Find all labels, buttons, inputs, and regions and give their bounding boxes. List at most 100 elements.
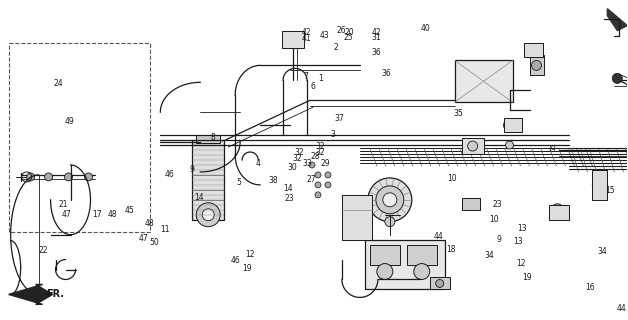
Text: 34: 34 bbox=[597, 247, 607, 256]
Text: 46: 46 bbox=[165, 170, 175, 179]
Text: 25: 25 bbox=[344, 33, 354, 42]
Text: 16: 16 bbox=[585, 283, 595, 292]
Circle shape bbox=[202, 209, 214, 221]
Text: 15: 15 bbox=[605, 186, 615, 195]
Text: 38: 38 bbox=[268, 176, 278, 185]
Bar bbox=[365, 240, 445, 289]
Text: 37: 37 bbox=[334, 114, 344, 123]
Text: 22: 22 bbox=[38, 246, 48, 255]
Circle shape bbox=[315, 172, 321, 178]
Polygon shape bbox=[607, 9, 627, 31]
Bar bbox=[455, 60, 512, 102]
Circle shape bbox=[468, 141, 478, 151]
Text: 45: 45 bbox=[124, 206, 134, 215]
Text: 10: 10 bbox=[490, 215, 499, 224]
Text: 48: 48 bbox=[107, 210, 117, 219]
Circle shape bbox=[65, 173, 73, 181]
Circle shape bbox=[436, 279, 444, 287]
Circle shape bbox=[309, 162, 315, 168]
Text: 30: 30 bbox=[287, 164, 297, 172]
Text: 36: 36 bbox=[372, 48, 382, 57]
Circle shape bbox=[325, 172, 331, 178]
Text: 24: 24 bbox=[53, 79, 63, 88]
Bar bbox=[430, 277, 450, 289]
Text: 13: 13 bbox=[513, 237, 522, 246]
Bar bbox=[282, 31, 304, 49]
Text: 9: 9 bbox=[496, 235, 501, 244]
Circle shape bbox=[325, 182, 331, 188]
Text: 2: 2 bbox=[333, 43, 338, 52]
Text: 6: 6 bbox=[310, 82, 315, 91]
Text: 48: 48 bbox=[145, 219, 154, 228]
Circle shape bbox=[504, 119, 516, 131]
Text: 20: 20 bbox=[344, 28, 354, 37]
Circle shape bbox=[531, 60, 541, 70]
Circle shape bbox=[368, 178, 412, 222]
Text: 3: 3 bbox=[330, 130, 335, 139]
Text: 26: 26 bbox=[336, 27, 346, 36]
Bar bbox=[342, 195, 372, 240]
Text: 46: 46 bbox=[231, 256, 241, 265]
Text: 41: 41 bbox=[301, 34, 311, 43]
Circle shape bbox=[414, 264, 430, 279]
Text: 32: 32 bbox=[315, 148, 325, 157]
Bar bbox=[370, 244, 400, 265]
Text: 50: 50 bbox=[149, 238, 159, 247]
Text: 13: 13 bbox=[517, 224, 527, 233]
Text: 5: 5 bbox=[236, 178, 241, 187]
Text: 43: 43 bbox=[319, 31, 329, 40]
Text: 10: 10 bbox=[447, 174, 457, 183]
Text: 42: 42 bbox=[301, 28, 311, 37]
Circle shape bbox=[45, 173, 53, 181]
Text: 44: 44 bbox=[616, 304, 626, 313]
Text: 33: 33 bbox=[303, 159, 313, 168]
Text: 23: 23 bbox=[284, 194, 294, 203]
Text: 23: 23 bbox=[493, 200, 502, 209]
Bar bbox=[462, 138, 484, 154]
Text: 29: 29 bbox=[320, 159, 330, 168]
Text: 34: 34 bbox=[485, 251, 494, 260]
Circle shape bbox=[377, 264, 393, 279]
Text: 14: 14 bbox=[283, 184, 293, 193]
Bar bbox=[524, 43, 543, 58]
Text: 1: 1 bbox=[318, 74, 323, 83]
Polygon shape bbox=[9, 284, 53, 304]
Text: 32: 32 bbox=[315, 142, 325, 151]
Text: 39: 39 bbox=[546, 145, 556, 154]
Text: 19: 19 bbox=[522, 273, 532, 282]
Circle shape bbox=[612, 73, 622, 83]
Text: 11: 11 bbox=[160, 225, 170, 234]
Circle shape bbox=[315, 182, 321, 188]
Text: 44: 44 bbox=[433, 232, 443, 241]
Bar bbox=[529, 55, 544, 76]
Circle shape bbox=[85, 173, 92, 181]
Text: 21: 21 bbox=[58, 200, 68, 209]
Text: 9: 9 bbox=[190, 165, 194, 174]
Circle shape bbox=[383, 193, 397, 207]
Text: 31: 31 bbox=[372, 33, 381, 42]
Bar bbox=[462, 198, 480, 210]
Text: 40: 40 bbox=[421, 24, 430, 33]
Bar bbox=[407, 244, 436, 265]
Bar bbox=[192, 140, 224, 220]
Bar bbox=[550, 205, 570, 220]
Circle shape bbox=[551, 204, 563, 216]
Text: 14: 14 bbox=[194, 193, 203, 202]
Circle shape bbox=[26, 173, 35, 181]
Text: 12: 12 bbox=[246, 251, 255, 260]
Circle shape bbox=[376, 186, 404, 214]
Circle shape bbox=[385, 217, 395, 227]
Circle shape bbox=[506, 141, 514, 149]
Text: 32: 32 bbox=[292, 154, 302, 163]
Text: 12: 12 bbox=[516, 259, 526, 268]
Bar bbox=[504, 118, 521, 132]
Text: 49: 49 bbox=[65, 116, 75, 126]
Bar bbox=[197, 135, 220, 143]
Bar bbox=[592, 170, 607, 200]
Text: 28: 28 bbox=[310, 152, 320, 161]
Text: 19: 19 bbox=[242, 264, 252, 273]
Text: FR.: FR. bbox=[46, 289, 65, 300]
Text: 4: 4 bbox=[255, 159, 260, 168]
Text: 35: 35 bbox=[453, 109, 463, 118]
Text: 42: 42 bbox=[372, 28, 381, 37]
